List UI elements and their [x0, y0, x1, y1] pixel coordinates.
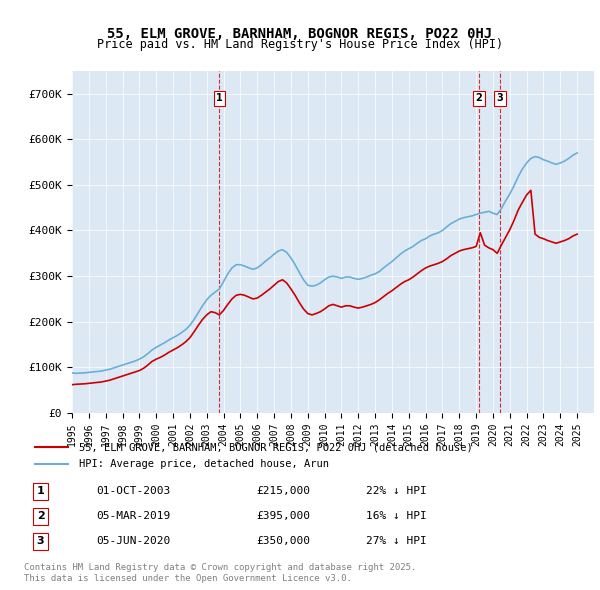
- Text: 16% ↓ HPI: 16% ↓ HPI: [366, 512, 427, 521]
- Text: 05-JUN-2020: 05-JUN-2020: [96, 536, 170, 546]
- Text: 1: 1: [37, 486, 44, 496]
- Text: 1: 1: [216, 93, 223, 103]
- Text: 3: 3: [497, 93, 503, 103]
- Text: £215,000: £215,000: [256, 486, 310, 496]
- Text: 05-MAR-2019: 05-MAR-2019: [96, 512, 170, 521]
- Text: 27% ↓ HPI: 27% ↓ HPI: [366, 536, 427, 546]
- Text: HPI: Average price, detached house, Arun: HPI: Average price, detached house, Arun: [79, 459, 329, 469]
- Text: 55, ELM GROVE, BARNHAM, BOGNOR REGIS, PO22 0HJ: 55, ELM GROVE, BARNHAM, BOGNOR REGIS, PO…: [107, 27, 493, 41]
- Text: Price paid vs. HM Land Registry's House Price Index (HPI): Price paid vs. HM Land Registry's House …: [97, 38, 503, 51]
- Text: Contains HM Land Registry data © Crown copyright and database right 2025.
This d: Contains HM Land Registry data © Crown c…: [24, 563, 416, 583]
- Text: £350,000: £350,000: [256, 536, 310, 546]
- Text: 55, ELM GROVE, BARNHAM, BOGNOR REGIS, PO22 0HJ (detached house): 55, ELM GROVE, BARNHAM, BOGNOR REGIS, PO…: [79, 442, 473, 453]
- Text: £395,000: £395,000: [256, 512, 310, 521]
- Text: 22% ↓ HPI: 22% ↓ HPI: [366, 486, 427, 496]
- Text: 2: 2: [476, 93, 482, 103]
- Text: 3: 3: [37, 536, 44, 546]
- Text: 01-OCT-2003: 01-OCT-2003: [96, 486, 170, 496]
- Text: 2: 2: [37, 512, 44, 521]
